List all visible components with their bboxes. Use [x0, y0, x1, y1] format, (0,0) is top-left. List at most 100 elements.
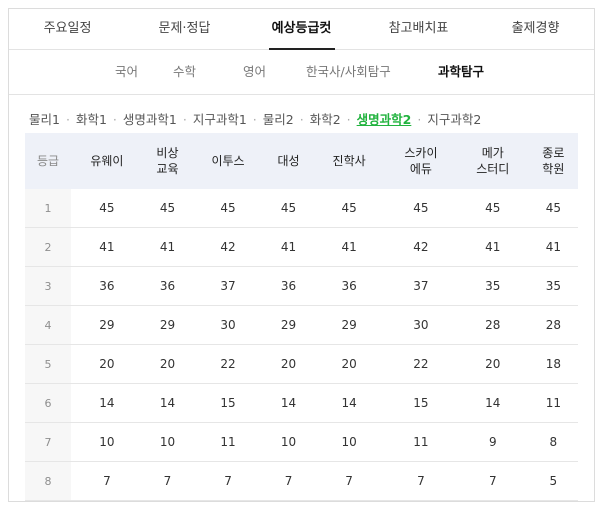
score-cell: 14 [263, 383, 314, 423]
filter-link-1[interactable]: 화학1 [75, 112, 107, 127]
tab-1[interactable]: 문제·정답 [158, 21, 211, 36]
column-header-line1: 스카이 [404, 145, 438, 160]
subtab-1[interactable]: 수학 [173, 64, 197, 79]
filter-link-0[interactable]: 물리1 [29, 112, 60, 127]
score-cell: 7 [313, 461, 386, 501]
score-cell: 10 [71, 422, 143, 462]
score-cell: 20 [71, 344, 143, 384]
score-cell: 35 [456, 266, 529, 306]
grade-cell: 1 [25, 189, 71, 228]
score-cell: 45 [142, 189, 193, 228]
score-cell: 30 [385, 305, 457, 345]
table-row: 6 14 14 15 14 14 15 14 11 [25, 383, 578, 423]
column-header-line1: 유웨이 [90, 153, 124, 168]
grade-cell: 2 [25, 227, 71, 267]
filter-link-7[interactable]: 지구과학2 [427, 112, 482, 127]
score-cell: 42 [385, 227, 457, 267]
score-cell: 29 [142, 305, 193, 345]
score-cell: 42 [192, 227, 264, 267]
grade-cell: 8 [25, 461, 71, 501]
subtab-3[interactable]: 한국사/사회탐구 [306, 64, 391, 79]
table-row: 7 10 10 11 10 10 11 9 8 [25, 422, 578, 462]
filter-separator: · [65, 112, 70, 127]
score-cell: 45 [456, 189, 529, 228]
column-header-7: 종로 학원 [528, 133, 578, 189]
score-cell: 7 [385, 461, 457, 501]
score-cell: 7 [71, 461, 143, 501]
filter-separator: · [182, 112, 187, 127]
column-header-4: 진학사 [313, 133, 386, 189]
filter-separator: · [417, 112, 422, 127]
score-cell: 28 [456, 305, 529, 345]
main-tabs: 주요일정 문제·정답 예상등급컷 참고배치표 출제경향 [9, 9, 594, 50]
filter-link-5[interactable]: 화학2 [309, 112, 341, 127]
score-cell: 11 [528, 383, 578, 423]
column-header-line2: 스터디 [476, 162, 510, 176]
filter-separator: · [112, 112, 117, 127]
score-cell: 7 [192, 461, 264, 501]
filter-separator: · [299, 112, 304, 127]
score-cell: 10 [263, 422, 314, 462]
score-cell: 36 [313, 266, 386, 306]
grade-cell: 6 [25, 383, 71, 423]
score-cell: 14 [71, 383, 143, 423]
subtab-0[interactable]: 국어 [115, 64, 139, 79]
score-cell: 45 [192, 189, 264, 228]
table-row: 4 29 29 30 29 29 30 28 28 [25, 305, 578, 345]
tab-3[interactable]: 참고배치표 [388, 21, 449, 36]
content-frame: 주요일정 문제·정답 예상등급컷 참고배치표 출제경향 국어 수학 영어 한국사/사회탐구 과학… [8, 8, 595, 502]
subject-tabs: 국어 수학 영어 한국사/사회탐구 과학탐구 [9, 50, 594, 95]
score-cell: 15 [192, 383, 264, 423]
score-cell: 20 [313, 344, 386, 384]
grade-cut-table: 등급 유웨이 비상 교육 이투스 대성 진학사 스카이 에듀 메가 스터디 종로 학원 1 45 45 45… [25, 133, 578, 501]
score-cell: 14 [142, 383, 193, 423]
column-header-2: 이투스 [192, 133, 264, 189]
filter-link-6[interactable]: 생명과학2 [356, 112, 412, 127]
score-cell: 45 [71, 189, 143, 228]
score-cell: 7 [263, 461, 314, 501]
filter-link-4[interactable]: 물리2 [262, 112, 294, 127]
score-cell: 20 [263, 344, 314, 384]
column-header-line1: 비상 [156, 145, 179, 160]
column-header-line1: 메가 [481, 145, 504, 160]
score-cell: 7 [142, 461, 193, 501]
filter-link-3[interactable]: 지구과학1 [192, 112, 247, 127]
grade-cell: 7 [25, 422, 71, 462]
column-header-0: 유웨이 [71, 133, 143, 189]
column-header-line1: 대성 [277, 153, 300, 168]
subtab-2[interactable]: 영어 [243, 64, 267, 79]
table-body: 1 45 45 45 45 45 45 45 45 2 41 41 42 41 41 42 41 41 3 36 36 3… [25, 189, 578, 501]
score-cell: 9 [456, 422, 529, 462]
score-cell: 10 [142, 422, 193, 462]
score-cell: 45 [313, 189, 386, 228]
subtab-4[interactable]: 과학탐구 [438, 64, 485, 79]
score-cell: 37 [385, 266, 457, 306]
grade-cell: 5 [25, 344, 71, 384]
score-cell: 20 [142, 344, 193, 384]
tab-2[interactable]: 예상등급컷 [243, 9, 360, 49]
score-cell: 35 [528, 266, 578, 306]
score-cell: 7 [456, 461, 529, 501]
tab-4[interactable]: 출제경향 [511, 21, 560, 36]
score-cell: 22 [192, 344, 264, 384]
score-cell: 36 [71, 266, 143, 306]
column-header-line1: 진학사 [332, 153, 366, 168]
score-cell: 29 [71, 305, 143, 345]
table-row: 5 20 20 22 20 20 22 20 18 [25, 344, 578, 384]
filter-link-2[interactable]: 생명과학1 [122, 112, 177, 127]
score-cell: 8 [528, 422, 578, 462]
score-cell: 41 [528, 227, 578, 267]
score-cell: 41 [142, 227, 193, 267]
score-cell: 18 [528, 344, 578, 384]
column-header-line2: 학원 [542, 162, 565, 176]
filter-separator: · [252, 112, 257, 127]
column-header-1: 비상 교육 [142, 133, 193, 189]
score-cell: 5 [528, 461, 578, 501]
tab-0[interactable]: 주요일정 [43, 21, 92, 36]
filter-separator: · [346, 112, 351, 127]
table-row: 3 36 36 37 36 36 37 35 35 [25, 266, 578, 306]
score-cell: 29 [263, 305, 314, 345]
score-cell: 41 [263, 227, 314, 267]
table-row: 1 45 45 45 45 45 45 45 45 [25, 189, 578, 228]
